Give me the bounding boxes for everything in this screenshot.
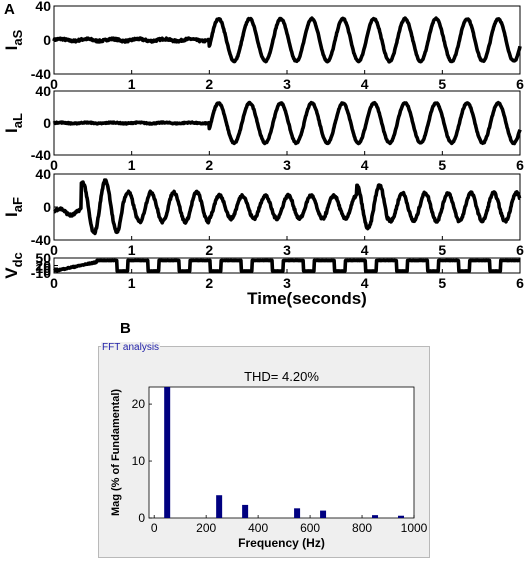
fft-y-tick-label: 20 bbox=[132, 397, 146, 411]
x-tick-label: 3 bbox=[283, 76, 291, 92]
x-tick-label: 6 bbox=[516, 157, 524, 173]
series-line-iaf bbox=[52, 178, 522, 236]
series-line-ias bbox=[52, 16, 522, 64]
x-tick-label: 6 bbox=[516, 242, 524, 258]
x-tick-label: 5 bbox=[438, 157, 446, 173]
panel-label-b: B bbox=[120, 320, 131, 337]
x-tick-label: 0 bbox=[50, 157, 58, 173]
y-tick-label: -10 bbox=[31, 265, 51, 281]
y-axis-label: IaL bbox=[2, 113, 25, 133]
x-tick-label: 6 bbox=[516, 76, 524, 92]
fft-x-tick-label: 600 bbox=[300, 521, 320, 535]
y-tick-label: 50 bbox=[35, 250, 51, 266]
fft-x-tick-label: 0 bbox=[151, 521, 158, 535]
fft-title: THD= 4.20% bbox=[244, 369, 319, 384]
fft-bar bbox=[372, 515, 379, 518]
x-tick-label: 1 bbox=[128, 157, 136, 173]
x-tick-label: 3 bbox=[283, 242, 291, 258]
y-tick-label: 40 bbox=[35, 83, 51, 99]
y-axis-label-sub: aL bbox=[10, 113, 25, 128]
fft-x-tick-label: 400 bbox=[248, 521, 268, 535]
y-axis-label: IaS bbox=[2, 29, 25, 50]
x-tick-label: 1 bbox=[128, 242, 136, 258]
x-tick-label: 5 bbox=[438, 242, 446, 258]
y-tick-label: 20 bbox=[35, 258, 51, 274]
x-tick-label: 5 bbox=[438, 275, 446, 291]
y-axis-label: Vdc bbox=[2, 252, 25, 279]
x-tick-label: 4 bbox=[361, 275, 369, 291]
fft-bar bbox=[164, 387, 171, 518]
y-axis-label-main: I bbox=[2, 46, 21, 51]
x-tick-label: 5 bbox=[438, 76, 446, 92]
y-axis-label-sub: dc bbox=[10, 252, 25, 267]
series-line-ial bbox=[52, 100, 522, 146]
y-axis-label-main: I bbox=[2, 212, 21, 217]
x-tick-label: 1 bbox=[128, 76, 136, 92]
x-tick-label: 2 bbox=[205, 242, 213, 258]
y-axis-label: IaF bbox=[2, 197, 25, 217]
x-tick-label: 3 bbox=[283, 275, 291, 291]
x-tick-label: 1 bbox=[128, 275, 136, 291]
y-axis-label-sub: aS bbox=[10, 29, 25, 45]
fft-bar bbox=[398, 515, 405, 518]
y-tick-label: -40 bbox=[31, 232, 51, 248]
y-tick-label: 40 bbox=[35, 0, 51, 14]
fft-bar bbox=[294, 508, 301, 518]
y-tick-label: 0 bbox=[43, 263, 51, 279]
x-tick-label: 3 bbox=[283, 157, 291, 173]
fft-x-axis-label: Frequency (Hz) bbox=[238, 536, 325, 550]
fft-y-tick-label: 0 bbox=[138, 511, 145, 525]
fft-plot-area bbox=[148, 386, 415, 519]
y-tick-label: 10 bbox=[35, 260, 51, 276]
y-tick-label: -40 bbox=[31, 66, 51, 82]
x-tick-label: 0 bbox=[50, 275, 58, 291]
x-tick-label: 4 bbox=[361, 242, 369, 258]
fft-x-tick-label: 800 bbox=[352, 521, 372, 535]
fft-y-axis-label: Mag (% of Fundamental) bbox=[110, 389, 122, 516]
y-axis-label-main: V bbox=[2, 267, 21, 279]
fft-bar bbox=[320, 510, 327, 518]
series-line-vdc bbox=[52, 258, 522, 273]
x-tick-label: 0 bbox=[50, 242, 58, 258]
fft-y-tick-label: 10 bbox=[132, 454, 146, 468]
fft-x-tick-label: 200 bbox=[196, 521, 216, 535]
fft-analysis-panel: THD= 4.20% 0 10 20 0 200 400 600 800 1000 Frequenc… bbox=[98, 342, 430, 558]
x-axis-label: Time(seconds) bbox=[247, 289, 367, 308]
x-tick-label: 2 bbox=[205, 275, 213, 291]
y-tick-label: -40 bbox=[31, 147, 51, 163]
x-tick-label: 2 bbox=[205, 157, 213, 173]
x-tick-label: 4 bbox=[361, 76, 369, 92]
y-tick-label: 0 bbox=[43, 32, 51, 48]
y-tick-label: 0 bbox=[43, 199, 51, 215]
y-axis-label-sub: aF bbox=[10, 197, 25, 212]
fft-x-tick-label: 1000 bbox=[401, 521, 428, 535]
fft-bar bbox=[216, 495, 223, 518]
fft-window-title: FFT analysis bbox=[101, 342, 161, 353]
panel-label-a: A bbox=[4, 1, 15, 18]
x-tick-label: 0 bbox=[50, 76, 58, 92]
y-tick-label: 0 bbox=[43, 115, 51, 131]
x-tick-label: 4 bbox=[361, 157, 369, 173]
y-axis-label-main: I bbox=[2, 128, 21, 133]
x-tick-label: 6 bbox=[516, 275, 524, 291]
y-tick-label: 40 bbox=[35, 166, 51, 182]
x-tick-label: 2 bbox=[205, 76, 213, 92]
fft-bar bbox=[242, 504, 249, 518]
